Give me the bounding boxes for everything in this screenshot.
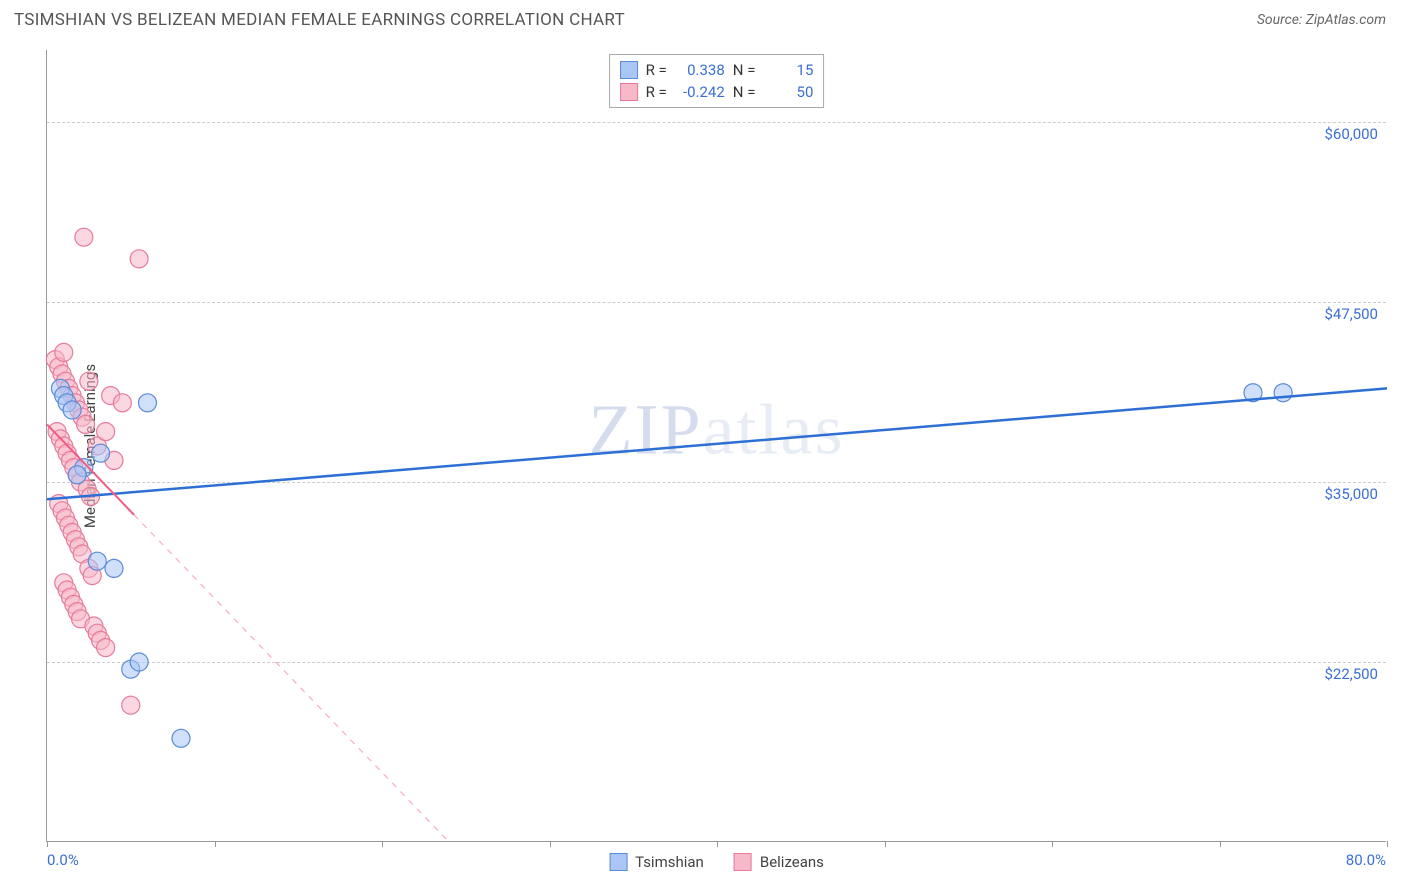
- x-tick: [885, 841, 886, 847]
- correlation-legend: R = 0.338 N = 15 R = -0.242 N = 50: [609, 54, 825, 108]
- series-legend: Tsimshian Belizeans: [609, 853, 824, 871]
- scatter-point: [68, 466, 86, 484]
- x-tick: [1387, 841, 1388, 847]
- swatch-belizeans-bottom: [734, 853, 752, 871]
- scatter-point: [1274, 384, 1292, 402]
- x-axis-min-label: 0.0%: [47, 851, 79, 869]
- scatter-point: [55, 343, 73, 361]
- chart-plot-area: ZIPatlas $22,500$35,000$47,500$60,000 R …: [46, 50, 1386, 842]
- scatter-point: [80, 372, 98, 390]
- source-attribution: Source: ZipAtlas.com: [1257, 12, 1386, 28]
- scatter-point: [122, 696, 140, 714]
- x-tick: [1220, 841, 1221, 847]
- legend-row-belizeans: R = -0.242 N = 50: [620, 81, 814, 103]
- scatter-point: [130, 250, 148, 268]
- scatter-point: [139, 394, 157, 412]
- x-tick: [215, 841, 216, 847]
- x-tick: [47, 841, 48, 847]
- swatch-tsimshian: [620, 61, 638, 79]
- x-tick: [550, 841, 551, 847]
- scatter-point: [92, 444, 110, 462]
- swatch-tsimshian-bottom: [609, 853, 627, 871]
- x-tick: [382, 841, 383, 847]
- x-tick: [1052, 841, 1053, 847]
- scatter-point: [130, 653, 148, 671]
- scatter-point: [88, 552, 106, 570]
- scatter-point: [97, 639, 115, 657]
- legend-item-tsimshian: Tsimshian: [609, 853, 704, 871]
- legend-row-tsimshian: R = 0.338 N = 15: [620, 59, 814, 81]
- scatter-point: [63, 401, 81, 419]
- scatter-point: [172, 729, 190, 747]
- x-axis-max-label: 80.0%: [1346, 851, 1386, 869]
- legend-item-belizeans: Belizeans: [734, 853, 824, 871]
- scatter-point: [75, 228, 93, 246]
- trend-line: [47, 388, 1387, 499]
- trend-line-dashed: [134, 515, 449, 842]
- chart-title: TSIMSHIAN VS BELIZEAN MEDIAN FEMALE EARN…: [14, 10, 625, 30]
- scatter-svg: [47, 50, 1386, 841]
- swatch-belizeans: [620, 83, 638, 101]
- scatter-point: [97, 423, 115, 441]
- scatter-point: [77, 415, 95, 433]
- scatter-point: [113, 394, 131, 412]
- scatter-point: [105, 559, 123, 577]
- x-tick: [717, 841, 718, 847]
